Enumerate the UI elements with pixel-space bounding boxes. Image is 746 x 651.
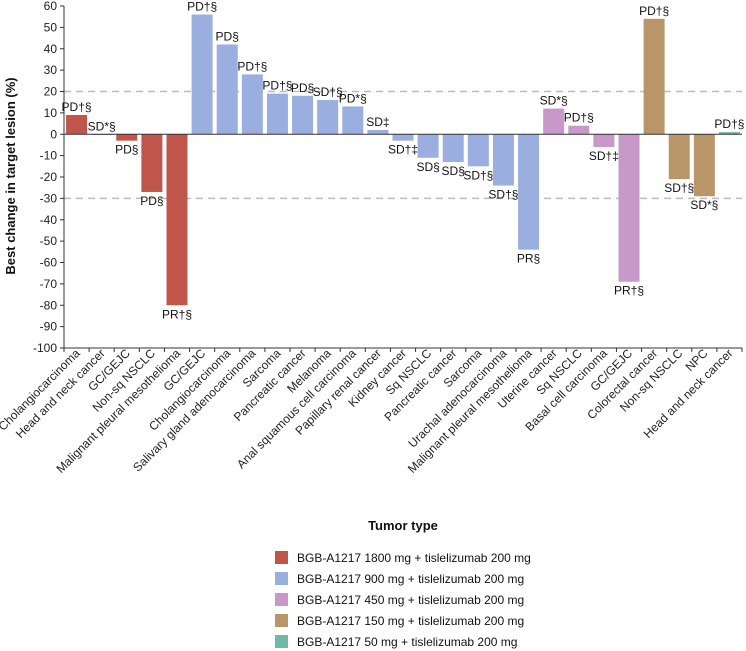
bar-data-label: PD§: [115, 143, 138, 157]
y-tick-label: -70: [40, 277, 58, 291]
legend-label: BGB-A1217 50 mg + tislelizumab 200 mg: [297, 635, 517, 649]
bar: [543, 108, 565, 135]
y-tick-label: -80: [40, 298, 58, 312]
y-tick-label: 10: [44, 106, 58, 120]
bar: [216, 44, 238, 135]
bar-data-label: SD§: [442, 164, 465, 178]
legend-label: BGB-A1217 900 mg + tislelizumab 200 mg: [297, 572, 524, 586]
bar: [367, 129, 389, 135]
bar-data-label: SD‡: [366, 115, 389, 129]
y-tick-label: 20: [44, 85, 58, 99]
bar-data-label: PR†§: [162, 307, 192, 321]
bar: [568, 125, 590, 135]
bar-data-label: PD§: [291, 81, 314, 95]
bar-data-label: SD†§: [463, 168, 493, 182]
x-axis-title: Tumor type: [368, 518, 438, 533]
bar: [718, 132, 740, 135]
y-tick-labels: 60 50 40 30 20 10 0 -10 -20 -30 -40 -50 -60 -70 -80 -90…: [33, 0, 57, 355]
bar: [643, 18, 665, 135]
bar-data-label: PD†§: [262, 79, 292, 93]
bar: [467, 134, 489, 167]
y-tick-label: -60: [40, 256, 58, 270]
legend-label: BGB-A1217 1800 mg + tislelizumab 200 mg: [297, 551, 531, 565]
y-tick-label: 0: [50, 127, 57, 141]
bar: [66, 115, 88, 135]
bar: [442, 134, 464, 163]
bar-data-label: PD§: [140, 194, 163, 208]
bar: [116, 134, 138, 141]
bar-data-label: SD†‡: [388, 143, 418, 157]
bar: [492, 134, 514, 186]
bar-data-label: SD†‡: [589, 149, 619, 163]
bar: [693, 134, 715, 197]
y-tick-label: 50: [44, 20, 58, 34]
y-tick-label: 60: [44, 0, 58, 13]
bar-data-label: PD§: [216, 29, 239, 43]
bar: [593, 134, 615, 148]
bar-data-label: SD†§: [488, 188, 518, 202]
y-tick-label: 30: [44, 63, 58, 77]
y-tick-label: -10: [40, 149, 58, 163]
bar-data-label: SD†§: [313, 85, 343, 99]
y-axis-title: Best change in target lesion (%): [3, 77, 18, 274]
bar-data-label: PD†§: [639, 4, 669, 18]
axes: [60, 5, 743, 352]
legend-swatch: [275, 614, 288, 627]
legend-swatch: [275, 572, 288, 585]
bar: [266, 93, 288, 135]
y-tick-label: -30: [40, 191, 58, 205]
bar-data-label: PR†§: [614, 284, 644, 298]
bar: [618, 134, 640, 282]
y-tick-label: -100: [33, 341, 57, 355]
bar: [417, 134, 439, 158]
bar: [668, 134, 690, 180]
y-tick-label: -40: [40, 213, 58, 227]
bar-data-label: PD†§: [714, 117, 744, 131]
bar-data-label: PD†§: [564, 111, 594, 125]
legend-label: BGB-A1217 450 mg + tislelizumab 200 mg: [297, 593, 524, 607]
bar: [518, 134, 540, 250]
bar-data-label: SD†§: [664, 181, 694, 195]
bar-data-label: SD*§: [88, 119, 116, 133]
bar-data-label: SD*§: [690, 198, 718, 212]
bars: [66, 14, 740, 306]
legend-label: BGB-A1217 150 mg + tislelizumab 200 mg: [297, 614, 524, 628]
bar-data-label: PD*§: [339, 91, 367, 105]
bar-data-label: PD†§: [237, 59, 267, 73]
bar: [317, 100, 339, 135]
legend-swatch: [275, 593, 288, 606]
bar: [141, 134, 163, 192]
bar: [392, 134, 414, 141]
y-tick-label: -20: [40, 170, 58, 184]
bar-data-label: PD†§: [187, 0, 217, 14]
y-tick-label: 40: [44, 42, 58, 56]
legend: BGB-A1217 1800 mg + tislelizumab 200 mg B…: [275, 551, 531, 649]
legend-swatch: [275, 635, 288, 648]
bar-data-label: PR§: [517, 252, 540, 266]
y-tick-label: -50: [40, 234, 58, 248]
y-tick-label: -90: [40, 320, 58, 334]
bar-data-label: PD†§: [62, 100, 92, 114]
bar: [342, 106, 364, 135]
bar: [241, 74, 263, 135]
bar: [191, 14, 213, 135]
bar-data-labels: PD†§SD*§PD§PD§PR†§PD†§PD§PD†§PD†§PD§SD†§…: [62, 0, 745, 321]
legend-swatch: [275, 551, 288, 564]
bar: [292, 95, 314, 135]
bar-data-label: SD*§: [540, 94, 568, 108]
bar-data-label: SD§: [416, 160, 439, 174]
bar: [166, 134, 188, 306]
